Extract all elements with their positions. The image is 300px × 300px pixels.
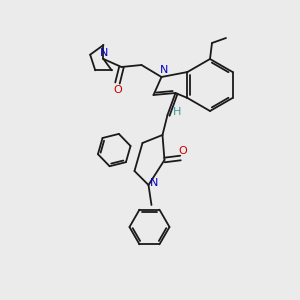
Text: O: O [178,146,187,156]
Text: H: H [173,107,182,117]
Text: O: O [113,85,122,95]
Text: N: N [160,65,169,75]
Text: N: N [150,178,159,188]
Text: N: N [100,48,109,58]
